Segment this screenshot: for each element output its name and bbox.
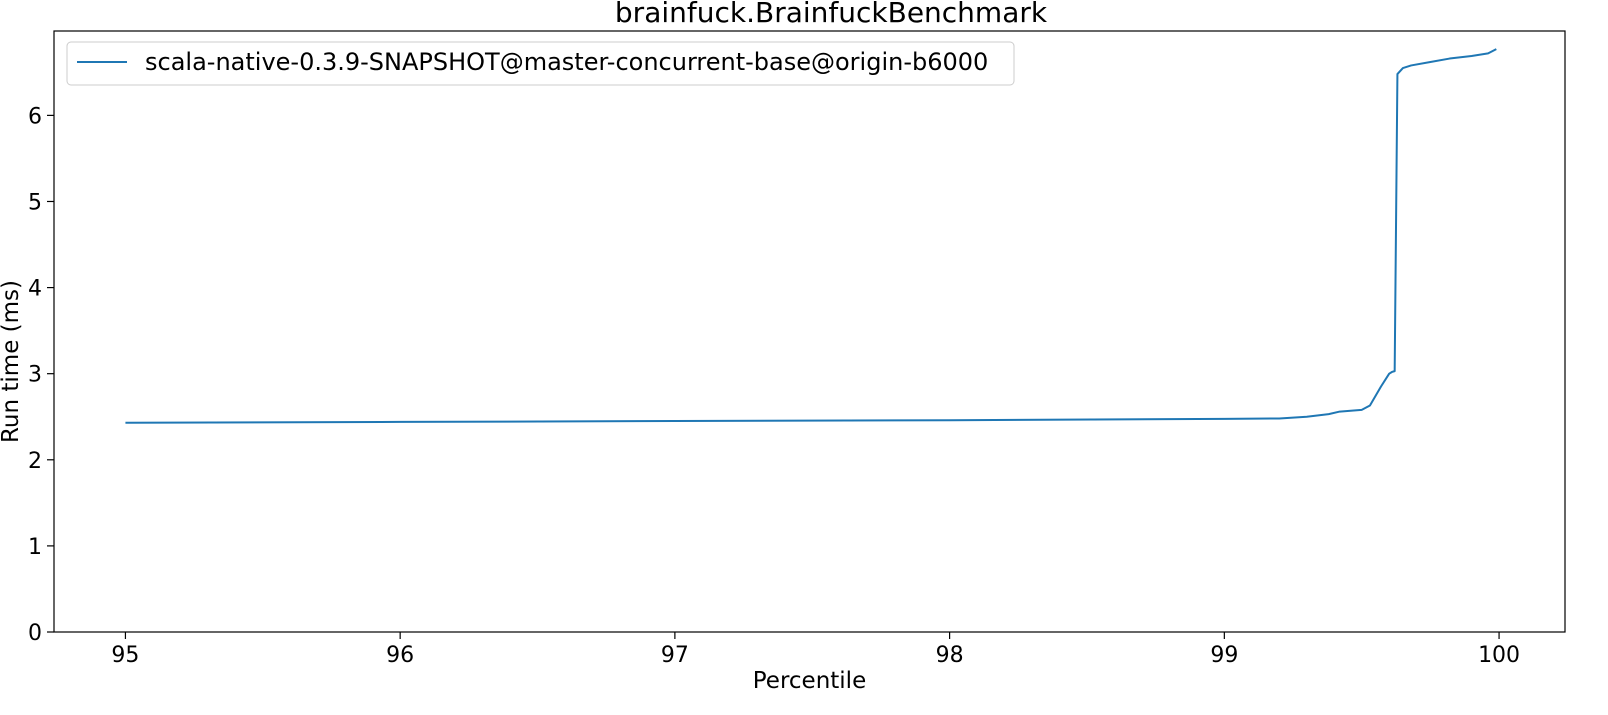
chart-title: brainfuck.BrainfuckBenchmark: [615, 0, 1048, 29]
y-axis: 0 1 2 3 4 5 6: [28, 104, 54, 646]
y-tick-label: 0: [28, 621, 42, 646]
x-tick-label: 97: [661, 643, 689, 668]
x-axis: 95 96 97 98 99 100: [111, 632, 1520, 668]
legend-series-label: scala-native-0.3.9-SNAPSHOT@master-concu…: [145, 48, 988, 76]
legend[interactable]: scala-native-0.3.9-SNAPSHOT@master-concu…: [66, 41, 1015, 86]
y-axis-label: Run time (ms): [0, 280, 24, 443]
x-tick-label: 99: [1210, 643, 1238, 668]
x-tick-label: 98: [936, 643, 964, 668]
y-tick-label: 1: [28, 535, 42, 560]
plot-area: [125, 48, 1497, 424]
x-tick-label: 100: [1478, 643, 1520, 668]
x-axis-label: Percentile: [753, 668, 866, 694]
y-tick-label: 3: [28, 363, 42, 388]
y-tick-label: 6: [28, 104, 42, 129]
x-tick-label: 96: [386, 643, 414, 668]
y-tick-label: 4: [28, 277, 42, 302]
x-tick-label: 95: [111, 643, 139, 668]
legend-box: [66, 41, 1015, 86]
axes-frame: [53, 30, 1566, 633]
y-tick-label: 5: [28, 190, 42, 215]
y-tick-label: 2: [28, 449, 42, 474]
series-line-0: [125, 48, 1497, 424]
